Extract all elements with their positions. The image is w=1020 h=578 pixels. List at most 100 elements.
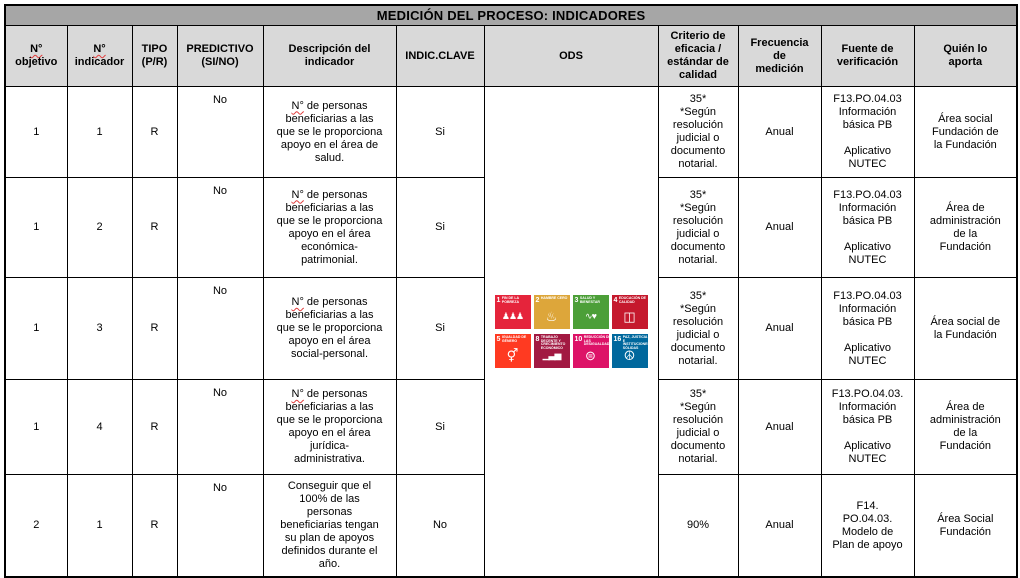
cell-indic-clave: Si	[395, 277, 485, 380]
col-header-tipo: TIPO (P/R)	[131, 25, 178, 87]
table-row: 1 4 R No N° de personas beneficiarias a …	[4, 379, 1018, 475]
cell-n-indicador: 1	[66, 474, 133, 578]
cell-fuente: F13.PO.04.03. Información básica PB Apli…	[820, 379, 915, 475]
col-header-ods: ODS	[483, 25, 659, 87]
sdg-1-header: 1 Fin de la pobreza	[495, 295, 531, 307]
sdg-3-tile: 3 Salud y bienestar ∿♥	[572, 295, 609, 329]
cell-criterio: 90%	[657, 474, 739, 578]
sdg-2-name: Hambre cero	[540, 296, 568, 300]
cell-frecuencia: Anual	[737, 379, 822, 475]
sdg-1-tile: 1 Fin de la pobreza ♟♟♟	[494, 295, 531, 329]
cell-predictivo: No	[176, 177, 264, 278]
n-indicador-mark: N°	[93, 43, 106, 55]
cell-tipo: R	[131, 277, 178, 380]
desc-mark: N°	[291, 188, 304, 201]
cell-descripcion: N° de personas beneficiarias a las que s…	[262, 177, 397, 278]
n-indicador-label: indicador	[74, 56, 125, 68]
cell-n-indicador: 3	[66, 277, 133, 380]
desc-mark: N°	[291, 99, 304, 112]
sdg-16-tile: 16 Paz, justicia e instituciones sólidas ☮	[611, 334, 648, 368]
sdg-8-number: 8	[535, 336, 540, 343]
sdg-5-name: Igualdad de género	[501, 335, 527, 343]
cell-ods: 1 Fin de la pobreza ♟♟♟ 2 Hambre cero ♨ 3 Sal…	[483, 86, 659, 578]
cell-quien: Área de administración de la Fundación	[913, 177, 1018, 278]
cell-indic-clave: No	[395, 474, 485, 578]
cell-fuente: F13.PO.04.03 Información básica PB Aplic…	[820, 86, 915, 178]
sdg-10-name: Reducción de las desigualdades	[583, 335, 609, 347]
table-title: MEDICIÓN DEL PROCESO: INDICADORES	[4, 4, 1018, 26]
sdg-1-name: Fin de la pobreza	[501, 296, 520, 304]
n-objetivo-mark: N°	[30, 43, 43, 55]
cell-n-indicador: 4	[66, 379, 133, 475]
cell-predictivo: No	[176, 277, 264, 380]
indicators-table: MEDICIÓN DEL PROCESO: INDICADORES N° obj…	[4, 4, 1019, 578]
cell-criterio: 35* *Según resolución judicial o documen…	[657, 379, 739, 475]
sdg-2-tile: 2 Hambre cero ♨	[533, 295, 570, 329]
col-header-criterio: Criterio de eficacia / estándar de calid…	[657, 25, 739, 87]
sdg-5-number: 5	[496, 336, 501, 343]
cell-predictivo: No	[176, 379, 264, 475]
cell-descripcion: N° de personas beneficiarias a las que s…	[262, 277, 397, 380]
cell-frecuencia: Anual	[737, 277, 822, 380]
sdg-5-tile: 5 Igualdad de género ⚥	[494, 334, 531, 368]
col-header-n-indicador: N° indicador	[66, 25, 133, 87]
cell-tipo: R	[131, 379, 178, 475]
sdg-2-header: 2 Hambre cero	[534, 295, 570, 307]
table-row: 1 3 R No N° de personas beneficiarias a …	[4, 277, 1018, 380]
cell-predictivo: No	[176, 86, 264, 178]
sdg-4-book-icon: ◫	[623, 309, 636, 324]
cell-n-objetivo: 1	[4, 277, 68, 380]
cell-frecuencia: Anual	[737, 86, 822, 178]
cell-indic-clave: Si	[395, 379, 485, 475]
cell-quien: Área social de la Fundación	[913, 277, 1018, 380]
cell-criterio: 35* *Según resolución judicial o documen…	[657, 277, 739, 380]
cell-n-objetivo: 2	[4, 474, 68, 578]
cell-fuente: F14. PO.04.03. Modelo de Plan de apoyo	[820, 474, 915, 578]
col-header-quien: Quién lo aporta	[913, 25, 1018, 87]
desc-mark: N°	[291, 388, 304, 400]
cell-n-indicador: 2	[66, 177, 133, 278]
n-objetivo-label: objetivo	[15, 56, 58, 68]
desc-text: de personas beneficiarias a las que se l…	[276, 99, 383, 164]
cell-tipo: R	[131, 177, 178, 278]
table-row: 2 1 R No Conseguir que el 100% de las pe…	[4, 474, 1018, 578]
cell-criterio: 35* *Según resolución judicial o documen…	[657, 86, 739, 178]
ods-icon-grid: 1 Fin de la pobreza ♟♟♟ 2 Hambre cero ♨ 3 Sal…	[488, 295, 655, 368]
cell-indic-clave: Si	[395, 86, 485, 178]
sdg-8-tile: 8 Trabajo decente y crecimiento económico…	[533, 334, 570, 368]
sdg-3-heartbeat-icon: ∿♥	[585, 311, 597, 321]
header-row: N° objetivo N° indicador TIPO (P/R) PRED…	[4, 25, 1018, 87]
sdg-4-name: Educación de calidad	[618, 296, 646, 304]
sdg-8-name: Trabajo decente y crecimiento económico	[540, 335, 566, 350]
sdg-4-header: 4 Educación de calidad	[612, 295, 648, 307]
sdg-2-number: 2	[535, 297, 540, 304]
cell-descripcion: Conseguir que el 100% de las personas be…	[262, 474, 397, 578]
desc-text: de personas beneficiarias a las que se l…	[276, 296, 383, 360]
sdg-3-number: 3	[574, 297, 579, 304]
sdg-16-peace-icon: ☮	[623, 348, 636, 363]
col-header-frecuencia: Frecuencia de medición	[737, 25, 822, 87]
sdg-10-equality-icon: ⊜	[585, 348, 596, 363]
col-header-fuente: Fuente de verificación	[820, 25, 915, 87]
cell-indic-clave: Si	[395, 177, 485, 278]
cell-quien: Área de administración de la Fundación	[913, 379, 1018, 475]
cell-n-objetivo: 1	[4, 379, 68, 475]
sdg-10-tile: 10Reducción de las desigualdades⊜	[572, 334, 609, 368]
sdg-4-number: 4	[613, 297, 618, 304]
cell-quien: Área Social Fundación	[913, 474, 1018, 578]
document-page: MEDICIÓN DEL PROCESO: INDICADORES N° obj…	[4, 4, 1019, 578]
cell-n-objetivo: 1	[4, 86, 68, 178]
col-header-n-objetivo: N° objetivo	[4, 25, 68, 87]
sdg-10-header: 10Reducción de las desigualdades	[573, 334, 609, 346]
cell-n-indicador: 1	[66, 86, 133, 178]
cell-descripcion: N° de personas beneficiarias a las que s…	[262, 86, 397, 178]
title-row: MEDICIÓN DEL PROCESO: INDICADORES	[4, 4, 1018, 26]
cell-tipo: R	[131, 86, 178, 178]
sdg-8-header: 8 Trabajo decente y crecimiento económico	[534, 334, 570, 349]
sdg-8-growth-chart-icon: ▁▃▅	[542, 350, 562, 360]
cell-quien: Área social Fundación de la Fundación	[913, 86, 1018, 178]
sdg-4-tile: 4 Educación de calidad ◫	[611, 295, 648, 329]
sdg-10-number: 10	[574, 336, 583, 343]
cell-fuente: F13.PO.04.03 Información básica PB Aplic…	[820, 177, 915, 278]
cell-frecuencia: Anual	[737, 177, 822, 278]
